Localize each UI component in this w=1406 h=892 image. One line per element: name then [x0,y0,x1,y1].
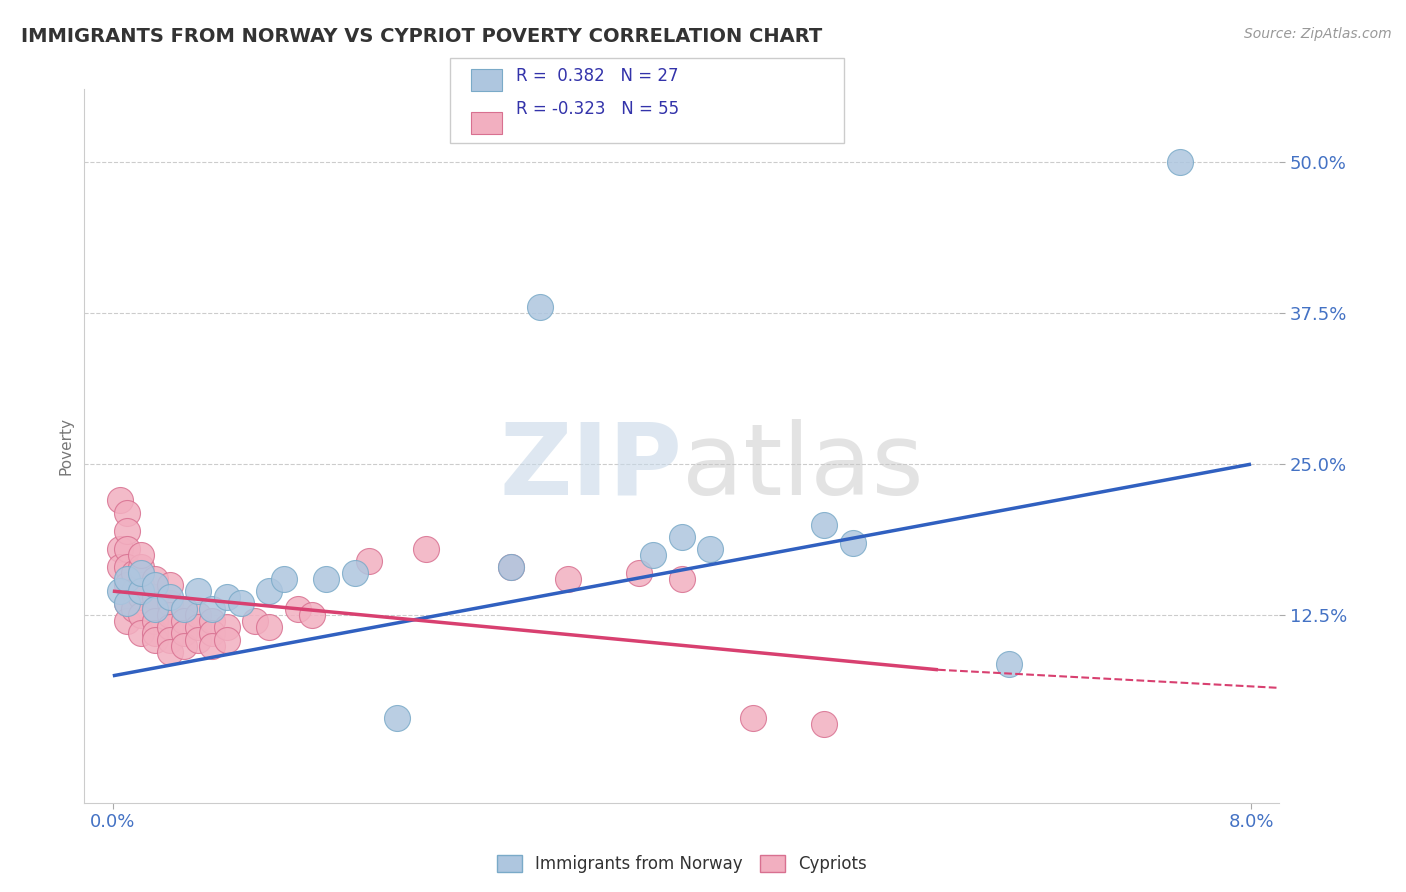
Point [129,626,152,640]
Point [145,602,167,616]
Point [357,554,380,568]
Point [129,608,152,623]
Point [159,578,181,592]
Point [315,572,337,586]
Point [215,590,238,604]
Point [108,560,131,574]
Point [173,626,195,640]
Point [145,632,167,647]
Point [145,572,167,586]
Point [259,620,281,634]
Point [145,626,167,640]
Point [173,602,195,616]
Point [243,615,266,629]
Text: ZIP: ZIP [499,419,682,516]
Text: R = -0.323   N = 55: R = -0.323 N = 55 [516,101,679,119]
Point [129,578,152,592]
Point [343,566,366,580]
Point [187,620,209,634]
Legend: Immigrants from Norway, Cypriots: Immigrants from Norway, Cypriots [491,848,873,880]
Point [159,608,181,623]
Point [215,620,238,634]
Point [129,584,152,599]
Point [145,615,167,629]
Point [115,615,138,629]
Point [387,711,409,725]
Point [501,560,523,574]
Point [173,602,195,616]
Point [557,572,579,586]
Point [108,493,131,508]
Point [122,566,145,580]
Point [145,578,167,592]
Point [287,602,309,616]
Point [643,548,665,562]
Point [699,541,721,556]
Point [841,535,863,549]
Point [628,566,651,580]
Point [115,578,138,592]
Point [173,639,195,653]
Point [813,717,835,731]
Point [115,506,138,520]
Point [201,626,224,640]
Text: atlas: atlas [682,419,924,516]
Point [159,590,181,604]
Point [129,548,152,562]
Point [998,657,1021,671]
Point [187,608,209,623]
Text: Source: ZipAtlas.com: Source: ZipAtlas.com [1244,27,1392,41]
Point [1168,154,1191,169]
Point [129,560,152,574]
Point [115,541,138,556]
Point [229,596,252,610]
Point [115,560,138,574]
Point [115,524,138,538]
Point [301,608,323,623]
Point [159,596,181,610]
Point [115,596,138,610]
Point [501,560,523,574]
Point [115,596,138,610]
Point [108,541,131,556]
Text: IMMIGRANTS FROM NORWAY VS CYPRIOT POVERTY CORRELATION CHART: IMMIGRANTS FROM NORWAY VS CYPRIOT POVERT… [21,27,823,45]
Point [201,615,224,629]
Point [259,584,281,599]
Point [671,530,693,544]
Point [115,572,138,586]
Point [187,584,209,599]
Point [201,639,224,653]
Point [145,590,167,604]
Point [129,566,152,580]
Point [129,590,152,604]
Point [742,711,765,725]
Point [215,632,238,647]
Point [159,645,181,659]
Point [529,300,551,314]
Point [187,632,209,647]
Text: R =  0.382   N = 27: R = 0.382 N = 27 [516,67,679,85]
Point [813,517,835,532]
Point [122,584,145,599]
Point [273,572,295,586]
Point [145,602,167,616]
Point [159,620,181,634]
Point [108,584,131,599]
Y-axis label: Poverty: Poverty [58,417,73,475]
Point [671,572,693,586]
Point [173,615,195,629]
Point [159,632,181,647]
Point [201,602,224,616]
Point [122,602,145,616]
Point [415,541,437,556]
